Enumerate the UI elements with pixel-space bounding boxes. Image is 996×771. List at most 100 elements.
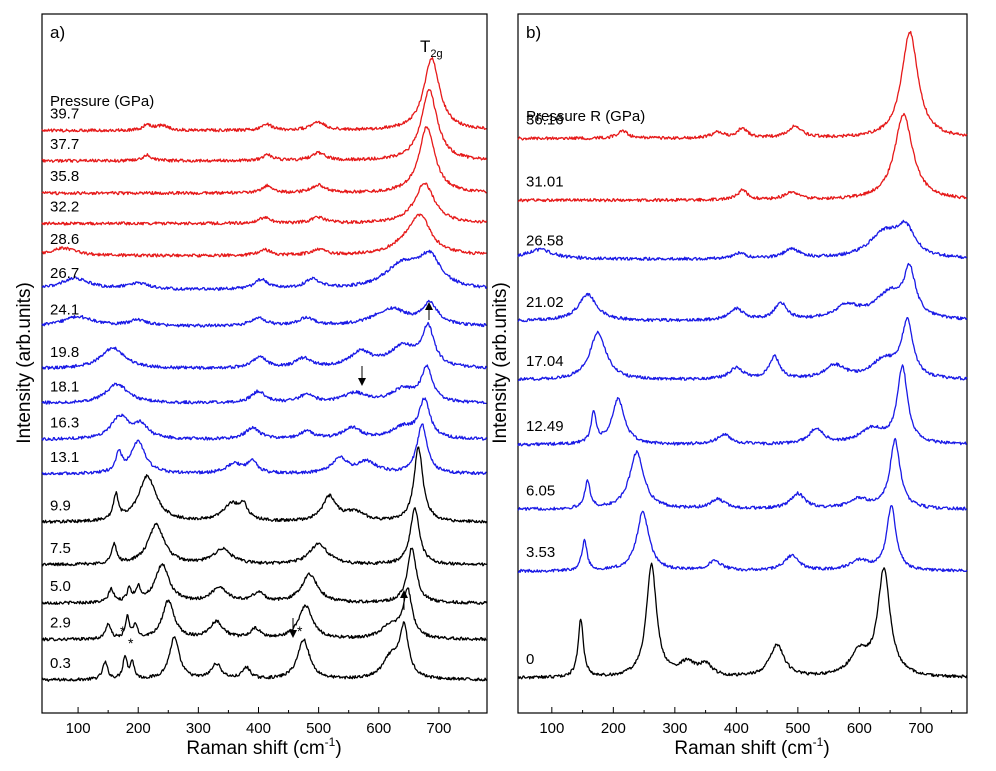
a-pressure-label-18.1: 18.1 — [50, 378, 79, 395]
b-series-line-26.58 — [517, 219, 968, 261]
star-marker-178: * — [120, 623, 126, 639]
a-pressure-label-19.8: 19.8 — [50, 344, 79, 361]
a-pressure-label-2.9: 2.9 — [50, 615, 71, 632]
a-series-line-7.5 — [41, 507, 487, 567]
a-pressure-label-24.1: 24.1 — [50, 302, 79, 319]
b-pressure-label-0: 0 — [526, 651, 534, 668]
panel-a: a) Pressure (GPa) 0.3 2.9 5.0 7.5 9.9 13.1 16.… — [14, 13, 488, 759]
a-pressure-label-28.6: 28.6 — [50, 231, 79, 248]
a-pressure-label-16.3: 16.3 — [50, 415, 79, 432]
panel-b-series-group — [517, 30, 968, 680]
a-series-line-32.2 — [41, 182, 488, 226]
b-pressure-label-3.53: 3.53 — [526, 544, 555, 561]
arrow-up-685 — [425, 302, 433, 320]
a-x-tick-label-300: 300 — [186, 720, 211, 737]
a-pressure-label-5.0: 5.0 — [50, 578, 71, 595]
a-series-line-18.1 — [41, 364, 487, 405]
b-series-line-36.16 — [517, 30, 968, 141]
panel-b-y-axis-label: Intensity (arb.units) — [490, 282, 511, 444]
panel-b-legend-title: Pressure R (GPa) — [526, 108, 645, 125]
panel-a-annotations: T2g * * * — [120, 37, 443, 651]
panel-b-x-axis-label: Raman shift (cm-1) — [674, 735, 829, 759]
b-series-line-21.02 — [517, 262, 968, 323]
b-series-line-0 — [517, 562, 968, 680]
a-series-line-26.7 — [41, 249, 488, 292]
b-series-line-31.01 — [517, 112, 968, 203]
arrow-down-475 — [289, 618, 297, 638]
a-x-tick-label-700: 700 — [426, 720, 451, 737]
a-series-line-19.8 — [41, 321, 488, 370]
a-series-line-2.9 — [41, 587, 487, 642]
panel-a-x-axis-label: Raman shift (cm-1) — [186, 735, 341, 759]
a-series-line-28.6 — [41, 213, 487, 258]
b-pressure-label-26.58: 26.58 — [526, 232, 564, 249]
b-x-tick-label-300: 300 — [662, 720, 687, 737]
panel-a-series-group — [41, 57, 488, 682]
a-series-line-5.0 — [41, 547, 488, 605]
b-pressure-label-31.01: 31.01 — [526, 173, 564, 190]
a-series-line-13.1 — [41, 423, 487, 476]
panel-a-legend-title: Pressure (GPa) — [50, 93, 154, 110]
b-pressure-label-36.16: 36.16 — [526, 111, 564, 128]
a-series-line-39.7 — [41, 57, 487, 133]
a-series-line-35.8 — [41, 126, 487, 196]
b-series-line-12.49 — [517, 364, 967, 447]
a-x-tick-label-500: 500 — [306, 720, 331, 737]
a-pressure-label-26.7: 26.7 — [50, 265, 79, 282]
a-x-tick-label-400: 400 — [246, 720, 271, 737]
b-series-line-6.05 — [517, 437, 968, 511]
panel-b: b) Pressure R (GPa) 0 3.53 6.05 12.49 17.04 2… — [490, 13, 968, 759]
b-series-line-3.53 — [518, 505, 968, 573]
panel-a-pressure-labels: 0.3 2.9 5.0 7.5 9.9 13.1 16.3 18.1 19.8 24.1 26.7 2… — [50, 106, 79, 672]
panel-b-letter: b) — [526, 23, 541, 42]
panel-a-frame — [41, 13, 488, 714]
b-pressure-label-17.04: 17.04 — [526, 353, 564, 370]
a-pressure-label-35.8: 35.8 — [50, 168, 79, 185]
a-pressure-label-37.7: 37.7 — [50, 136, 79, 153]
a-pressure-label-9.9: 9.9 — [50, 497, 71, 514]
b-x-tick-label-400: 400 — [724, 720, 749, 737]
panel-a-xlabel-text: Raman shift (cm — [186, 738, 324, 759]
t2g-sub: 2g — [430, 48, 442, 60]
arrow-up-650 — [400, 590, 408, 610]
panel-b-x-ticks: 100 200 300 400 500 600 700 — [539, 707, 953, 737]
panel-b-xlabel-text: Raman shift (cm — [674, 738, 812, 759]
star-marker-475: * — [297, 623, 303, 639]
a-series-line-9.9 — [41, 446, 488, 524]
a-x-tick-label-600: 600 — [366, 720, 391, 737]
panel-a-y-axis-label: Intensity (arb.units) — [14, 282, 35, 444]
a-x-tick-label-200: 200 — [126, 720, 151, 737]
panel-b-xlabel-close: ) — [823, 738, 829, 759]
t2g-main: T — [420, 37, 430, 56]
panel-a-xlabel-sup: -1 — [325, 735, 336, 749]
b-x-tick-label-700: 700 — [908, 720, 933, 737]
panel-b-pressure-labels: 0 3.53 6.05 12.49 17.04 21.02 26.58 31.01 36.16 — [526, 111, 564, 668]
panel-a-xlabel-close: ) — [335, 738, 341, 759]
a-pressure-label-13.1: 13.1 — [50, 449, 79, 466]
b-series-line-17.04 — [517, 316, 968, 382]
b-x-tick-label-500: 500 — [785, 720, 810, 737]
panel-b-frame — [517, 13, 968, 714]
star-marker-190: * — [128, 635, 134, 651]
a-series-line-24.1 — [41, 299, 487, 328]
a-x-tick-label-100: 100 — [66, 720, 91, 737]
a-series-line-0.3 — [41, 621, 488, 682]
b-pressure-label-21.02: 21.02 — [526, 294, 564, 311]
b-x-tick-label-100: 100 — [539, 720, 564, 737]
a-series-line-16.3 — [41, 397, 488, 442]
b-pressure-label-12.49: 12.49 — [526, 418, 564, 435]
b-x-tick-label-200: 200 — [601, 720, 626, 737]
arrow-down-570 — [358, 366, 366, 386]
panel-a-x-ticks: 100 200 300 400 500 600 700 — [66, 707, 470, 737]
t2g-label: T2g — [420, 37, 443, 60]
panel-b-xlabel-sup: -1 — [813, 735, 824, 749]
a-pressure-label-32.2: 32.2 — [50, 198, 79, 215]
a-pressure-label-0.3: 0.3 — [50, 655, 71, 672]
b-x-tick-label-600: 600 — [847, 720, 872, 737]
a-pressure-label-7.5: 7.5 — [50, 540, 71, 557]
panel-a-letter: a) — [50, 23, 65, 42]
b-pressure-label-6.05: 6.05 — [526, 482, 555, 499]
a-series-line-37.7 — [41, 88, 488, 163]
a-pressure-label-39.7: 39.7 — [50, 106, 79, 123]
